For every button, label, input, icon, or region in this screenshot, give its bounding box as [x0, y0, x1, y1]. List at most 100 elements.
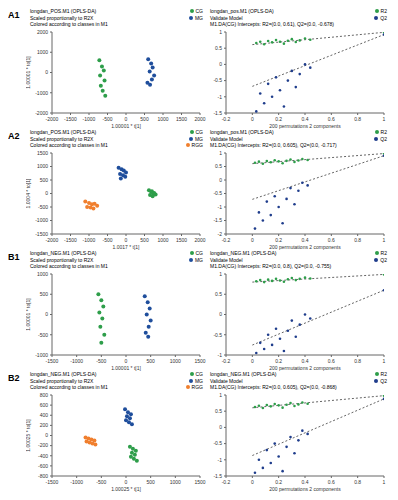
svg-text:400: 400 [40, 412, 49, 418]
svg-text:1.0017 * t[1]: 1.0017 * t[1] [113, 244, 141, 250]
svg-text:1500: 1500 [194, 479, 205, 485]
svg-text:0.5: 0.5 [215, 291, 222, 297]
svg-text:-1.5: -1.5 [213, 110, 222, 116]
svg-text:-0.2: -0.2 [222, 358, 231, 364]
svg-text:0: 0 [219, 311, 222, 317]
svg-text:-0.5: -0.5 [213, 332, 222, 338]
svg-text:0.4: 0.4 [302, 358, 309, 364]
svg-text:-600: -600 [38, 463, 48, 469]
svg-text:-200: -200 [38, 442, 48, 448]
svg-text:1: 1 [383, 358, 386, 364]
svg-text:0: 0 [45, 69, 48, 75]
svg-text:1.00001 * to[1]: 1.00001 * to[1] [26, 56, 31, 89]
svg-text:0: 0 [125, 479, 128, 485]
svg-text:1000: 1000 [157, 116, 168, 122]
svg-text:0: 0 [45, 190, 48, 196]
svg-text:1: 1 [383, 237, 386, 243]
svg-text:200 permutations 2 components: 200 permutations 2 components [269, 123, 341, 129]
svg-text:-1000: -1000 [35, 217, 48, 223]
svg-text:0: 0 [251, 358, 254, 364]
svg-text:200 permutations 2 components: 200 permutations 2 components [269, 486, 341, 492]
svg-text:-1500: -1500 [64, 237, 77, 243]
svg-text:0: 0 [251, 237, 254, 243]
svg-text:0.8: 0.8 [354, 237, 361, 243]
svg-text:-1: -1 [218, 204, 223, 210]
svg-text:1500: 1500 [176, 237, 187, 243]
svg-text:0.2: 0.2 [275, 358, 282, 364]
svg-text:-1: -1 [218, 457, 223, 463]
svg-text:-0.5: -0.5 [213, 190, 222, 196]
svg-text:-2000: -2000 [35, 110, 48, 116]
svg-text:0.5: 0.5 [215, 163, 222, 169]
svg-text:-0.5: -0.5 [213, 77, 222, 83]
svg-text:500: 500 [40, 291, 49, 297]
svg-text:1000: 1000 [170, 358, 181, 364]
svg-text:2000: 2000 [37, 29, 48, 35]
svg-text:200: 200 [40, 422, 49, 428]
svg-text:0.6: 0.6 [328, 479, 335, 485]
svg-text:-1000: -1000 [70, 358, 83, 364]
svg-text:-1500: -1500 [64, 116, 77, 122]
svg-text:0: 0 [45, 311, 48, 317]
svg-text:1.00025 * t[1]: 1.00025 * t[1] [111, 486, 141, 492]
svg-text:800: 800 [40, 392, 49, 398]
svg-text:200 permutations 2 components: 200 permutations 2 components [269, 365, 341, 371]
svg-text:0: 0 [45, 432, 48, 438]
svg-text:0.4: 0.4 [302, 116, 309, 122]
svg-text:-1500: -1500 [46, 479, 59, 485]
svg-text:-2000: -2000 [46, 237, 59, 243]
svg-text:-500: -500 [96, 479, 106, 485]
svg-text:-0.2: -0.2 [222, 116, 231, 122]
svg-text:0.5: 0.5 [215, 45, 222, 51]
svg-text:0.6: 0.6 [328, 358, 335, 364]
svg-text:0.5: 0.5 [215, 408, 222, 414]
svg-text:500: 500 [140, 116, 149, 122]
svg-text:0.8: 0.8 [354, 116, 361, 122]
svg-text:0.2: 0.2 [275, 237, 282, 243]
svg-text:1.00001 * t[1]: 1.00001 * t[1] [111, 365, 141, 371]
svg-text:-1000: -1000 [83, 116, 96, 122]
svg-text:1: 1 [383, 116, 386, 122]
svg-text:1500: 1500 [194, 358, 205, 364]
svg-text:1000: 1000 [37, 49, 48, 55]
svg-text:0: 0 [125, 358, 128, 364]
svg-text:600: 600 [40, 402, 49, 408]
svg-text:-1500: -1500 [46, 358, 59, 364]
svg-text:2000: 2000 [194, 116, 205, 122]
svg-text:1000: 1000 [170, 479, 181, 485]
svg-text:-0.5: -0.5 [213, 440, 222, 446]
svg-text:1.00001 * to[1]: 1.00001 * to[1] [26, 298, 31, 331]
svg-text:500: 500 [146, 479, 155, 485]
svg-text:0: 0 [251, 116, 254, 122]
svg-text:2000: 2000 [194, 237, 205, 243]
svg-text:1000: 1000 [37, 271, 48, 277]
svg-text:0: 0 [251, 479, 254, 485]
svg-text:1: 1 [219, 392, 222, 398]
svg-text:-1.5: -1.5 [213, 473, 222, 479]
svg-text:1.0004 * to[1]: 1.0004 * to[1] [26, 178, 31, 208]
svg-text:0: 0 [219, 61, 222, 67]
svg-text:1: 1 [383, 479, 386, 485]
svg-text:1000: 1000 [37, 163, 48, 169]
svg-text:500: 500 [146, 358, 155, 364]
svg-text:1: 1 [219, 271, 222, 277]
svg-text:0.2: 0.2 [275, 479, 282, 485]
svg-text:1.00001 * t[1]: 1.00001 * t[1] [111, 123, 141, 129]
svg-text:-800: -800 [38, 473, 48, 479]
svg-text:-1.5: -1.5 [213, 217, 222, 223]
svg-text:0.8: 0.8 [354, 358, 361, 364]
svg-text:-500: -500 [38, 332, 48, 338]
svg-text:1500: 1500 [176, 116, 187, 122]
svg-text:-1000: -1000 [70, 479, 83, 485]
svg-text:-500: -500 [96, 358, 106, 364]
svg-text:-400: -400 [38, 453, 48, 459]
svg-text:-0.2: -0.2 [222, 479, 231, 485]
svg-text:1.00025 * to[1]: 1.00025 * to[1] [26, 419, 31, 452]
svg-text:0.4: 0.4 [302, 237, 309, 243]
svg-text:-500: -500 [38, 204, 48, 210]
svg-text:-500: -500 [102, 116, 112, 122]
svg-text:0: 0 [125, 237, 128, 243]
svg-text:0: 0 [219, 177, 222, 183]
svg-text:0.2: 0.2 [275, 116, 282, 122]
svg-text:-1: -1 [218, 94, 223, 100]
